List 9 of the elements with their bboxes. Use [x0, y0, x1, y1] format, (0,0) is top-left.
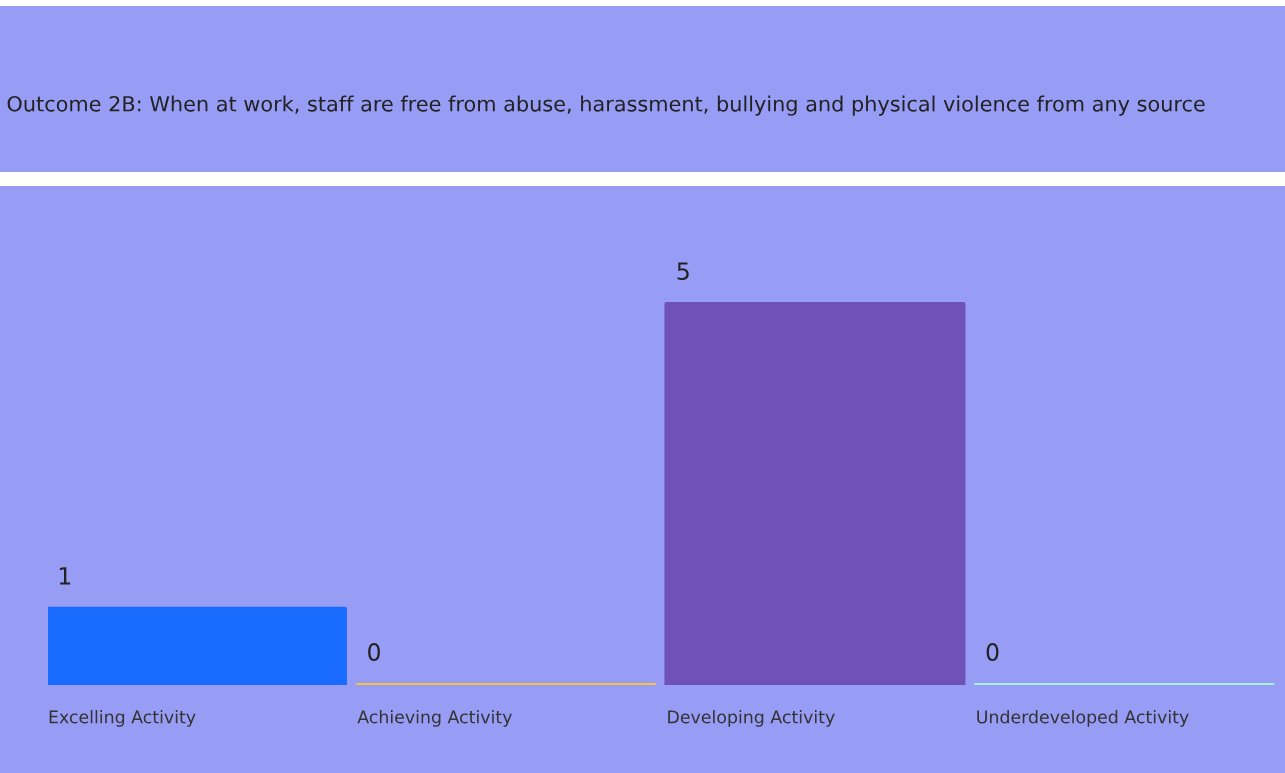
data-label: 0: [368, 643, 380, 661]
x-tick-label: Excelling Activity: [49, 710, 196, 727]
x-tick-label: Developing Activity: [668, 710, 835, 727]
x-tick-label: Achieving Activity: [357, 710, 512, 727]
data-label: 1: [59, 567, 71, 585]
data-label: 0: [986, 643, 999, 661]
chart-title: Outcome 2B: When at work, staff are free from abuse, harassment, bullying and physical violence from any source: [7, 95, 1205, 116]
data-label: 5: [677, 262, 689, 281]
x-tick-label: Underdeveloped Activity: [977, 710, 1189, 727]
